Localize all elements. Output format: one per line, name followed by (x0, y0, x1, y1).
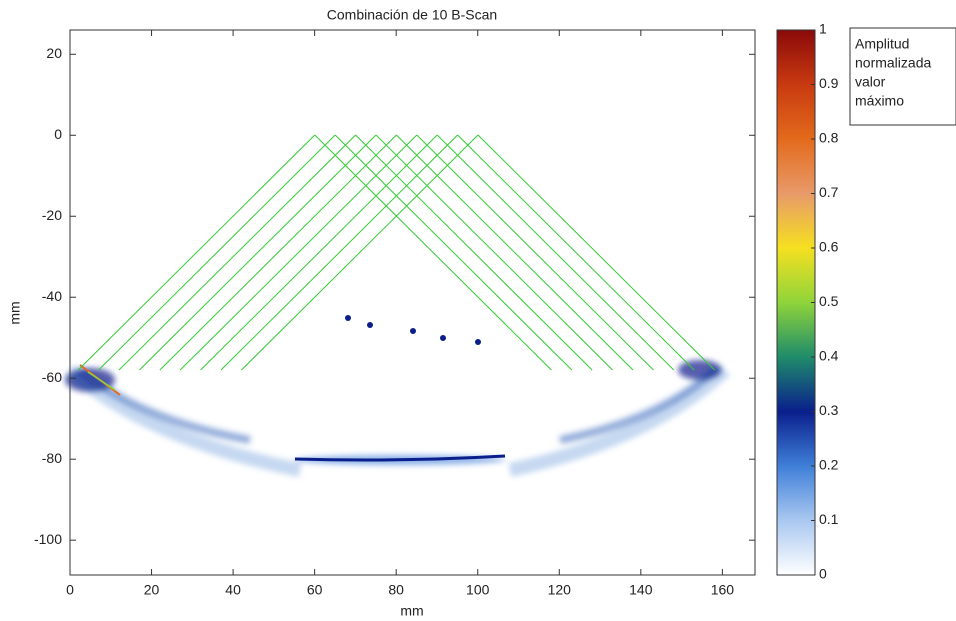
colorbar (776, 29, 816, 576)
colorbar-label-box (849, 27, 956, 126)
x-tick-label: 140 (629, 582, 653, 598)
chart-title: Combinación de 10 B-Scan (327, 7, 497, 23)
y-tick-label: 0 (54, 126, 62, 142)
y-tick-label: -60 (42, 369, 62, 385)
colorbar-tick-label: 0.2 (819, 457, 839, 473)
x-axis-label: mm (400, 603, 423, 619)
ray-paths (77, 134, 715, 371)
colorbar-tick-label: 0.1 (819, 511, 839, 527)
x-tick-label: 40 (225, 582, 241, 598)
y-tick-label: -20 (42, 207, 62, 223)
x-tick-label: 120 (548, 582, 572, 598)
colorbar-tick-label: 0.5 (819, 293, 839, 309)
colorbar-tick-label: 1 (819, 21, 827, 37)
x-tick-label: 160 (711, 582, 735, 598)
colorbar-tick-label: 0 (819, 566, 827, 582)
colorbar-tick-label: 0.4 (819, 348, 839, 364)
colorbar-tick-label: 0.6 (819, 239, 839, 255)
x-tick-label: 0 (66, 582, 74, 598)
scan-detail (79, 315, 506, 462)
y-tick-label: -100 (34, 531, 62, 547)
colorbar-label: Amplitud (855, 36, 909, 52)
colorbar-label: valor (855, 74, 886, 90)
x-tick-label: 20 (144, 582, 160, 598)
x-tick-label: 100 (466, 582, 490, 598)
y-axis-label: mm (7, 301, 23, 324)
colorbar-tick-label: 0.9 (819, 75, 839, 91)
plot-frame (69, 29, 756, 576)
colorbar-tick-label: 0.8 (819, 130, 839, 146)
y-tick-label: -80 (42, 450, 62, 466)
colorbar-tick-label: 0.3 (819, 402, 839, 418)
colorbar-label: máximo (855, 93, 904, 109)
x-tick-label: 60 (307, 582, 323, 598)
colorbar-tick-label: 0.7 (819, 184, 839, 200)
colorbar-label: normalizada (855, 55, 931, 71)
scan-image (65, 360, 730, 477)
x-tick-label: 80 (388, 582, 404, 598)
y-tick-label: 20 (46, 45, 62, 61)
y-tick-label: -40 (42, 288, 62, 304)
